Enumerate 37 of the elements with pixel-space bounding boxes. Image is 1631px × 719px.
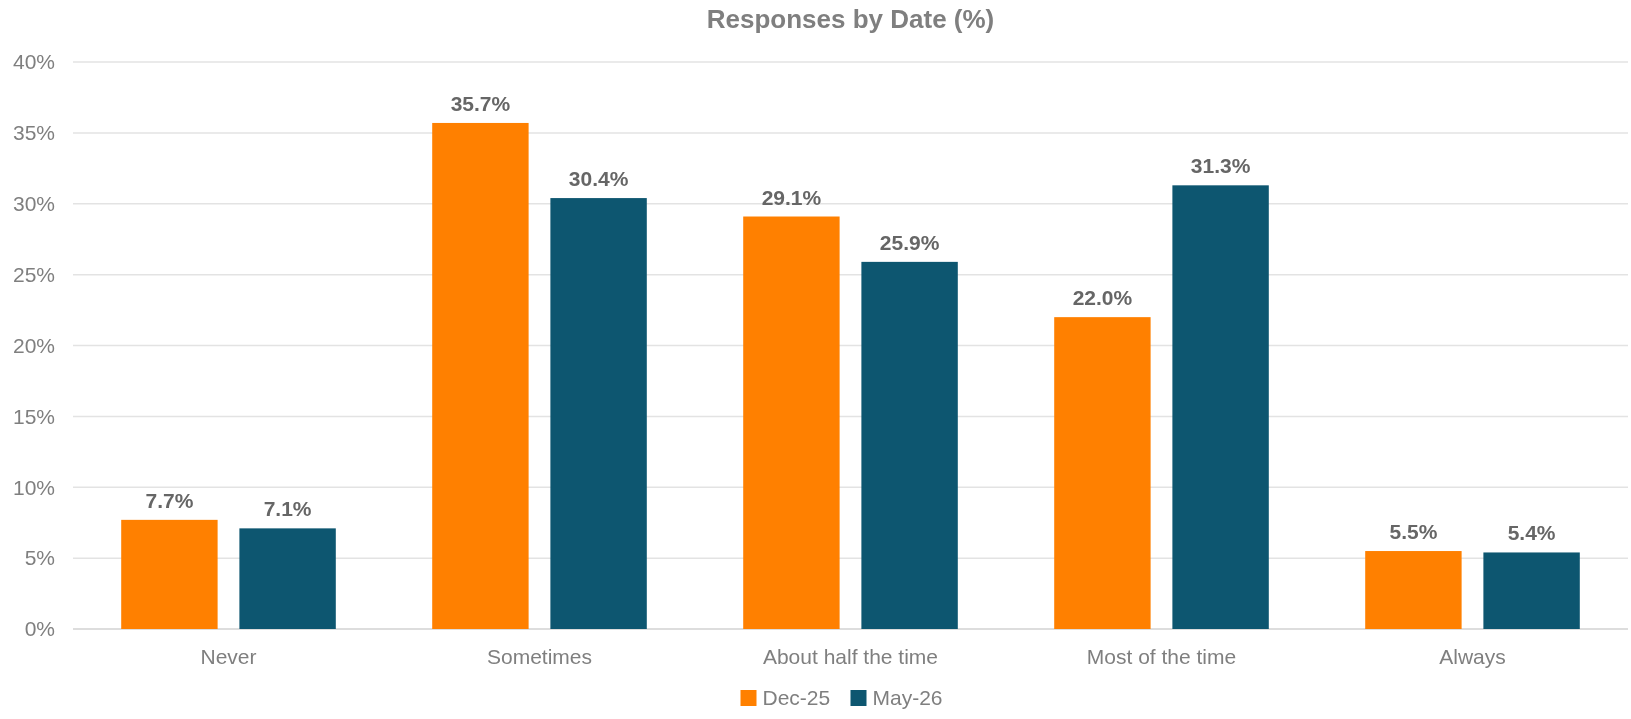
y-tick-label: 20% [12,333,55,357]
x-tick-label: Most of the time [1086,645,1237,668]
data-label: 31.3% [1190,154,1251,178]
bar [432,122,529,629]
bar [1172,185,1269,629]
bar [861,261,958,629]
bar [743,216,840,629]
y-tick-label: 0% [24,617,55,641]
y-tick-label: 25% [12,262,55,286]
legend-label: Dec-25 [762,686,831,709]
y-tick-label: 30% [12,192,55,216]
data-label: 22.0% [1072,286,1133,310]
x-tick-label: Sometimes [486,645,593,668]
data-label: 7.7% [145,488,194,512]
y-tick-label: 15% [12,404,55,428]
legend-label: May-26 [872,686,943,709]
y-tick-label: 35% [12,121,55,145]
data-label: 25.9% [879,230,940,254]
data-label: 7.1% [263,497,312,521]
data-label: 29.1% [761,185,822,209]
x-tick-label: Never [200,645,257,668]
bar [1054,317,1151,629]
data-label: 30.4% [568,167,629,191]
chart-title: Responses by Date (%) [706,4,995,34]
bar [550,198,647,629]
data-label: 5.5% [1389,520,1438,544]
bar [121,519,218,629]
data-label: 35.7% [450,91,511,115]
data-label: 5.4% [1507,521,1556,545]
y-tick-label: 40% [12,50,55,74]
x-tick-label: About half the time [762,645,939,668]
y-tick-label: 5% [24,546,55,570]
bar [239,528,336,629]
bar [1483,552,1580,629]
x-tick-label: Always [1439,645,1506,668]
bar [1365,551,1462,629]
y-tick-label: 10% [12,475,55,499]
